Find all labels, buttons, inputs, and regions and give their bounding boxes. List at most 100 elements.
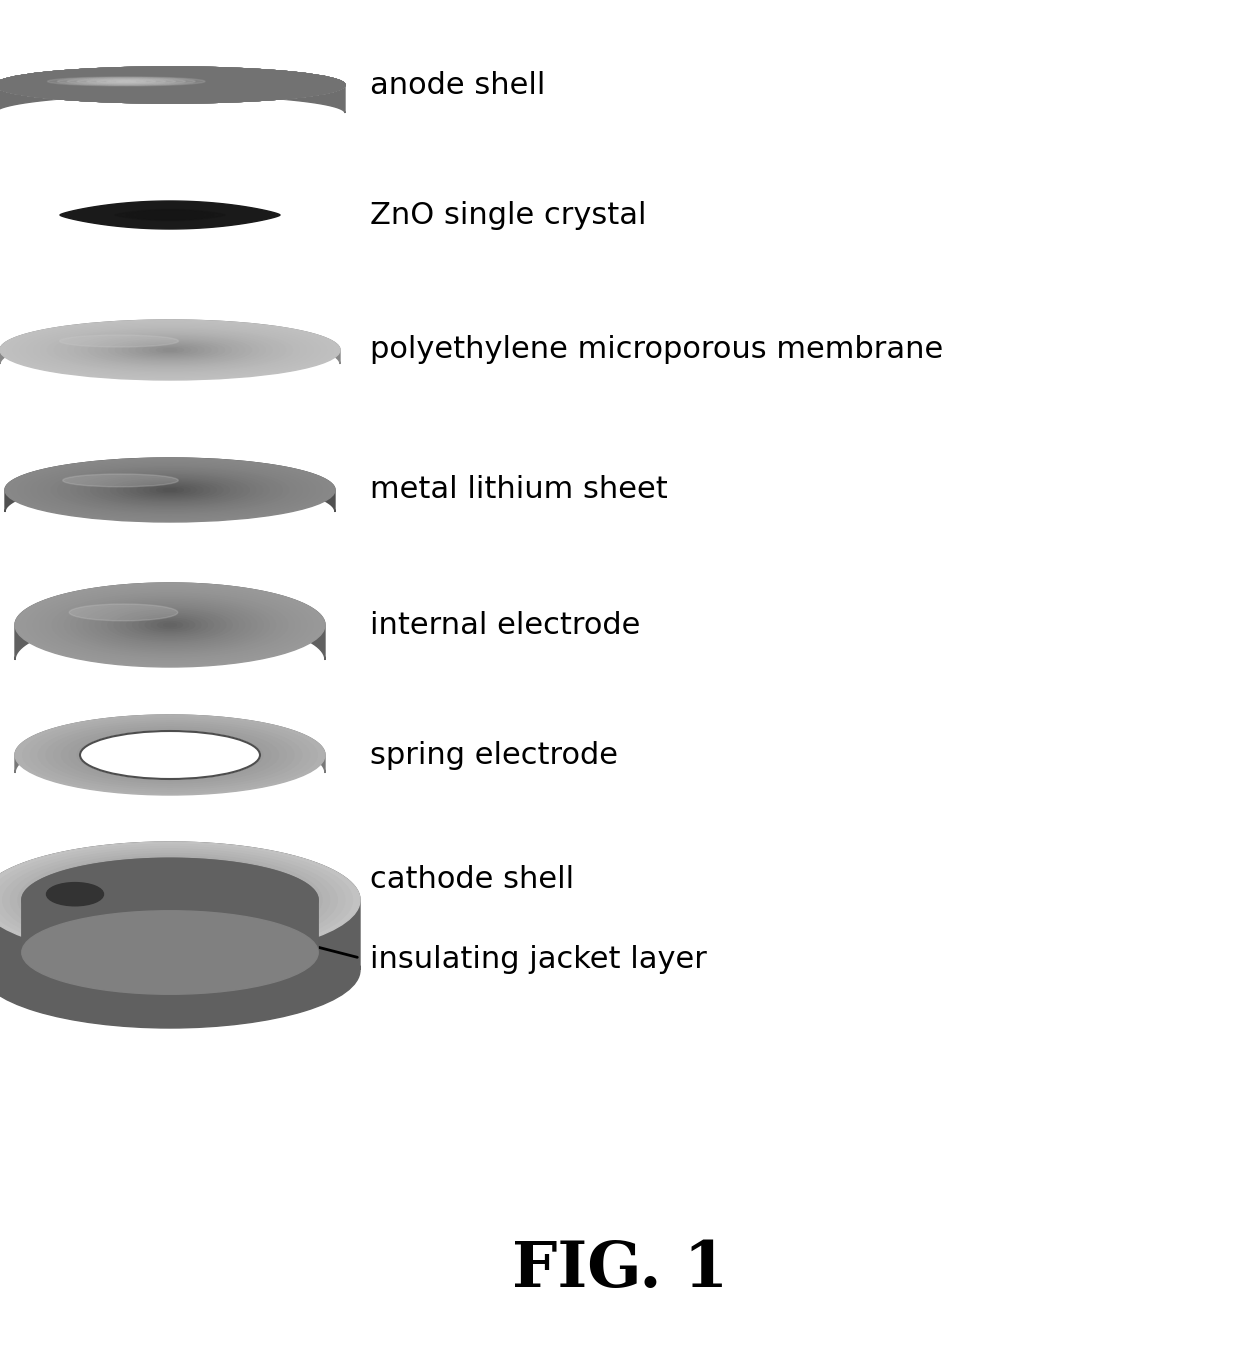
Ellipse shape bbox=[0, 67, 345, 102]
Ellipse shape bbox=[164, 489, 176, 491]
Ellipse shape bbox=[157, 621, 182, 628]
Ellipse shape bbox=[110, 479, 229, 501]
Ellipse shape bbox=[67, 78, 185, 85]
Ellipse shape bbox=[123, 341, 217, 359]
Ellipse shape bbox=[22, 911, 319, 995]
Polygon shape bbox=[5, 458, 335, 512]
Ellipse shape bbox=[10, 852, 330, 949]
Ellipse shape bbox=[0, 67, 345, 102]
Ellipse shape bbox=[0, 67, 345, 102]
Ellipse shape bbox=[102, 607, 238, 643]
Ellipse shape bbox=[148, 892, 192, 907]
Ellipse shape bbox=[22, 717, 317, 793]
Ellipse shape bbox=[2, 849, 337, 952]
Ellipse shape bbox=[139, 747, 201, 763]
Ellipse shape bbox=[0, 67, 345, 102]
Ellipse shape bbox=[118, 480, 223, 500]
Polygon shape bbox=[0, 319, 340, 364]
Ellipse shape bbox=[0, 67, 345, 102]
Polygon shape bbox=[0, 67, 345, 113]
Ellipse shape bbox=[89, 603, 250, 647]
Ellipse shape bbox=[87, 80, 166, 84]
Ellipse shape bbox=[77, 731, 263, 779]
Ellipse shape bbox=[164, 349, 177, 352]
Polygon shape bbox=[126, 210, 215, 220]
Ellipse shape bbox=[61, 330, 279, 369]
Text: insulating jacket layer: insulating jacket layer bbox=[370, 945, 707, 975]
Ellipse shape bbox=[0, 67, 345, 102]
Ellipse shape bbox=[109, 882, 231, 918]
Ellipse shape bbox=[51, 466, 289, 514]
Ellipse shape bbox=[131, 745, 208, 766]
Ellipse shape bbox=[22, 859, 319, 942]
Text: cathode shell: cathode shell bbox=[370, 865, 574, 895]
Ellipse shape bbox=[94, 876, 246, 923]
Ellipse shape bbox=[0, 67, 345, 102]
Ellipse shape bbox=[162, 754, 177, 758]
Ellipse shape bbox=[140, 891, 201, 910]
Polygon shape bbox=[148, 213, 192, 217]
Ellipse shape bbox=[87, 875, 254, 926]
Text: metal lithium sheet: metal lithium sheet bbox=[370, 476, 668, 504]
Ellipse shape bbox=[25, 462, 315, 518]
Ellipse shape bbox=[71, 470, 269, 510]
Polygon shape bbox=[0, 842, 360, 971]
Ellipse shape bbox=[136, 344, 205, 356]
Ellipse shape bbox=[98, 476, 243, 504]
Ellipse shape bbox=[91, 474, 249, 506]
Ellipse shape bbox=[120, 612, 219, 639]
Ellipse shape bbox=[74, 333, 265, 367]
Ellipse shape bbox=[15, 582, 325, 667]
Ellipse shape bbox=[45, 465, 295, 515]
Ellipse shape bbox=[47, 77, 205, 86]
Ellipse shape bbox=[57, 77, 195, 85]
Ellipse shape bbox=[27, 325, 312, 375]
Ellipse shape bbox=[0, 67, 345, 102]
Ellipse shape bbox=[11, 460, 329, 520]
Ellipse shape bbox=[64, 469, 275, 511]
Ellipse shape bbox=[0, 842, 360, 958]
Ellipse shape bbox=[38, 465, 303, 515]
Ellipse shape bbox=[79, 872, 262, 927]
Ellipse shape bbox=[108, 739, 232, 771]
Ellipse shape bbox=[143, 345, 197, 355]
Ellipse shape bbox=[52, 593, 288, 656]
Ellipse shape bbox=[60, 336, 179, 346]
Ellipse shape bbox=[115, 741, 224, 768]
Ellipse shape bbox=[26, 856, 315, 944]
Ellipse shape bbox=[0, 67, 345, 102]
Ellipse shape bbox=[47, 329, 293, 372]
Polygon shape bbox=[159, 214, 181, 216]
Ellipse shape bbox=[97, 80, 156, 84]
Ellipse shape bbox=[31, 464, 309, 516]
Ellipse shape bbox=[40, 589, 300, 661]
Ellipse shape bbox=[69, 604, 177, 621]
Ellipse shape bbox=[68, 332, 272, 368]
Ellipse shape bbox=[0, 847, 345, 953]
Ellipse shape bbox=[19, 461, 322, 519]
Ellipse shape bbox=[0, 67, 345, 102]
Ellipse shape bbox=[82, 334, 258, 365]
Text: internal electrode: internal electrode bbox=[370, 611, 640, 639]
Ellipse shape bbox=[53, 725, 286, 785]
Ellipse shape bbox=[71, 599, 269, 652]
Ellipse shape bbox=[109, 340, 231, 361]
Ellipse shape bbox=[164, 623, 176, 627]
Ellipse shape bbox=[0, 67, 345, 102]
Ellipse shape bbox=[0, 67, 345, 102]
Ellipse shape bbox=[15, 714, 325, 795]
Ellipse shape bbox=[150, 346, 191, 353]
Ellipse shape bbox=[14, 322, 326, 377]
Ellipse shape bbox=[33, 326, 306, 373]
Ellipse shape bbox=[19, 853, 322, 946]
Ellipse shape bbox=[0, 844, 352, 956]
Ellipse shape bbox=[33, 859, 306, 942]
Ellipse shape bbox=[88, 336, 252, 364]
Ellipse shape bbox=[33, 588, 306, 662]
Ellipse shape bbox=[117, 884, 223, 917]
Ellipse shape bbox=[130, 483, 210, 497]
Ellipse shape bbox=[146, 749, 193, 762]
Ellipse shape bbox=[64, 596, 275, 654]
Ellipse shape bbox=[69, 729, 270, 780]
Ellipse shape bbox=[58, 594, 281, 655]
